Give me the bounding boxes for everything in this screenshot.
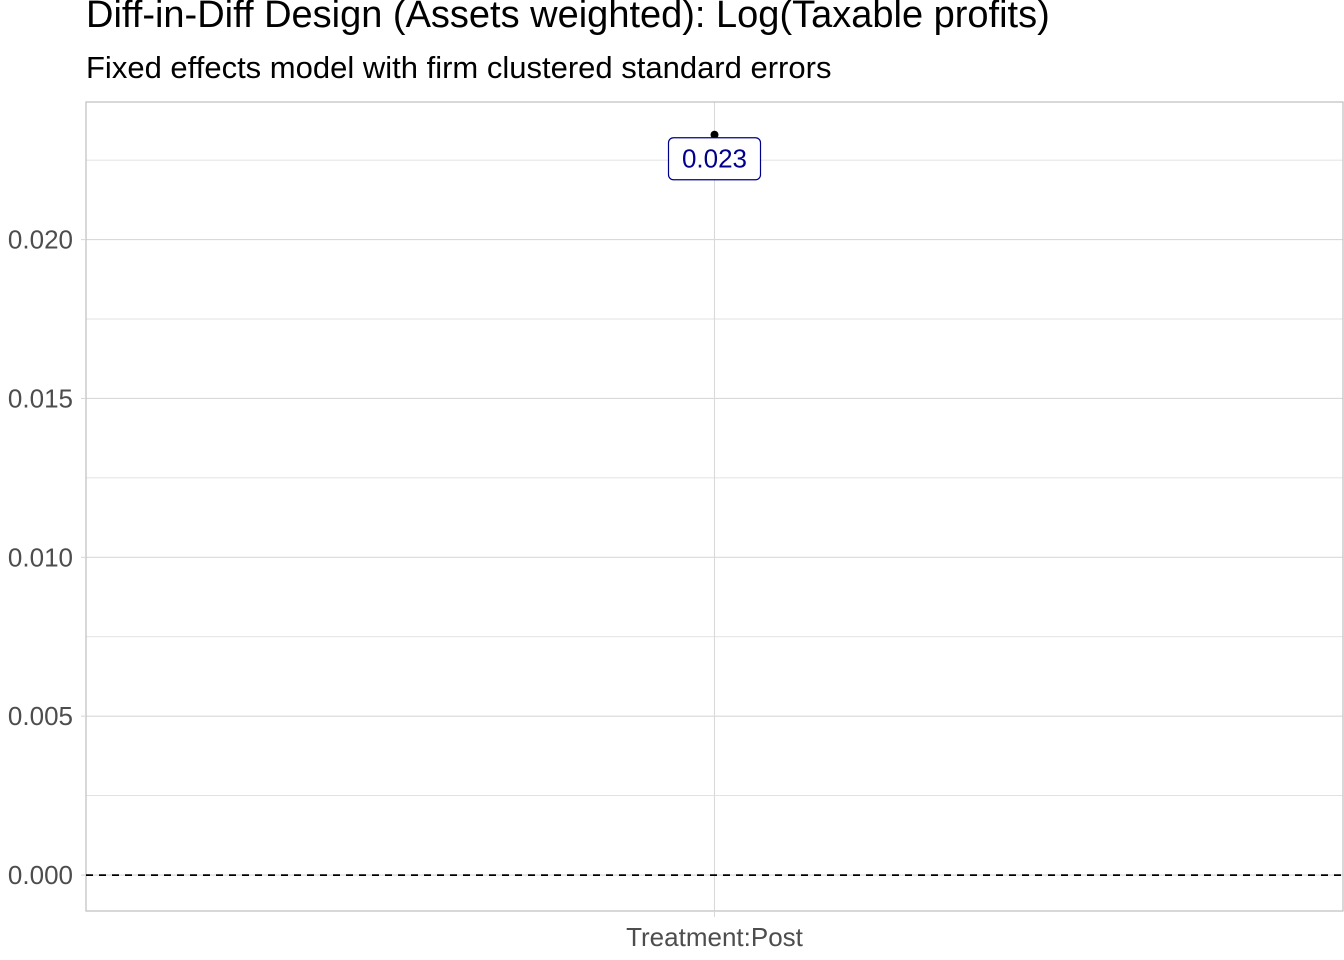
x-tick-label: Treatment:Post — [626, 922, 804, 952]
data-label-box — [667, 137, 762, 181]
chart-subtitle: Fixed effects model with firm clustered … — [86, 50, 832, 85]
chart-title: Diff-in-Diff Design (Assets weighted): L… — [86, 0, 1050, 36]
y-tick-label: 0.015 — [8, 383, 73, 413]
data-point — [710, 130, 719, 139]
data-label: 0.023 — [682, 144, 747, 174]
y-tick-label: 0.020 — [8, 225, 73, 255]
y-tick-label: 0.005 — [8, 701, 73, 731]
y-tick-label: 0.010 — [8, 542, 73, 572]
y-tick-label: 0.000 — [8, 860, 73, 890]
